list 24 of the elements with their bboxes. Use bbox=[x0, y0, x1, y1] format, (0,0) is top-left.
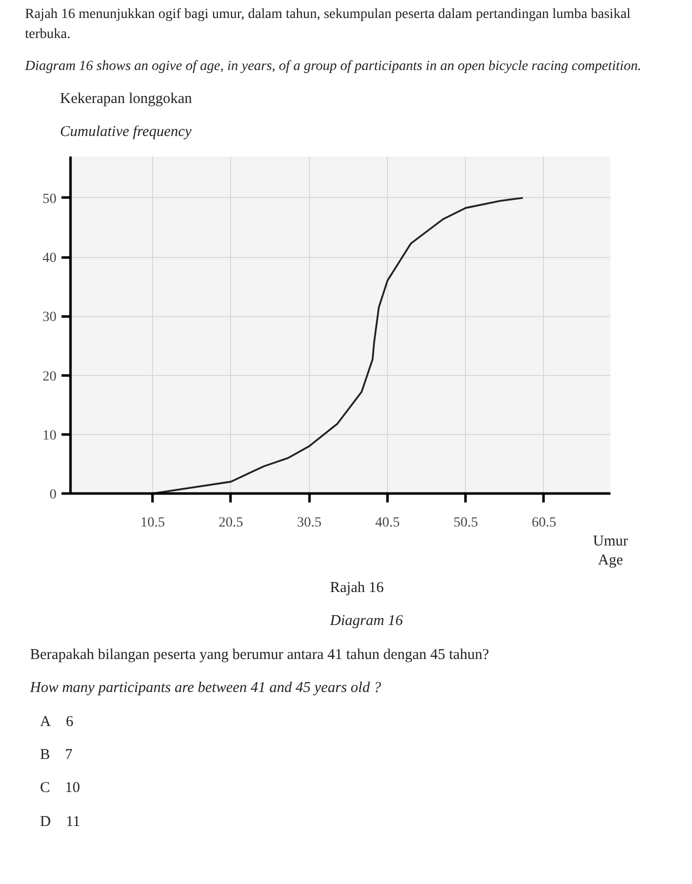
y-tick-label: 50 bbox=[42, 192, 56, 207]
x-tick-label: 60.5 bbox=[532, 515, 556, 530]
x-tick-label: 10.5 bbox=[140, 515, 165, 530]
y-axis-title: Kekerapan longgokan Cumulative frequency bbox=[60, 90, 192, 142]
x-tick-label: 50.5 bbox=[453, 515, 478, 530]
text: A 6 bbox=[40, 712, 74, 732]
text: C 10 bbox=[40, 779, 80, 798]
chart-title: Rajah 16 menunjukkan ogif bagi umur, dalam tahun, sekumpulan peserta dalam pertandingan lumba basikal terbuka. bbox=[25, 6, 632, 44]
x-axis-title: Umur Age bbox=[593, 533, 628, 569]
text: Diagram 16 bbox=[330, 612, 403, 632]
x-tick-label: 20.5 bbox=[218, 515, 244, 530]
x-tick-label: 40.5 bbox=[375, 515, 400, 530]
y-tick-label: 0 bbox=[50, 487, 56, 502]
text: Rajah 16 bbox=[330, 578, 384, 598]
y-tick-label: 20 bbox=[42, 369, 56, 384]
text: B 7 bbox=[40, 746, 73, 765]
chart-subtitle: Diagram 16 shows an ogive of age, in years, of a group of participants in an open bicycle racing competition. bbox=[25, 58, 642, 76]
x-tick-label: 30.5 bbox=[296, 515, 322, 530]
y-tick-label: 10 bbox=[42, 428, 56, 444]
y-tick-label: 40 bbox=[42, 250, 56, 266]
text: Berapakah bilangan peserta yang berumur antara 41 tahun dengan 45 tahun? bbox=[30, 646, 489, 665]
text: How many participants are between 41 and 45 years old ? bbox=[30, 679, 382, 698]
y-tick-label: 30 bbox=[42, 310, 56, 325]
text: D 11 bbox=[40, 812, 80, 832]
